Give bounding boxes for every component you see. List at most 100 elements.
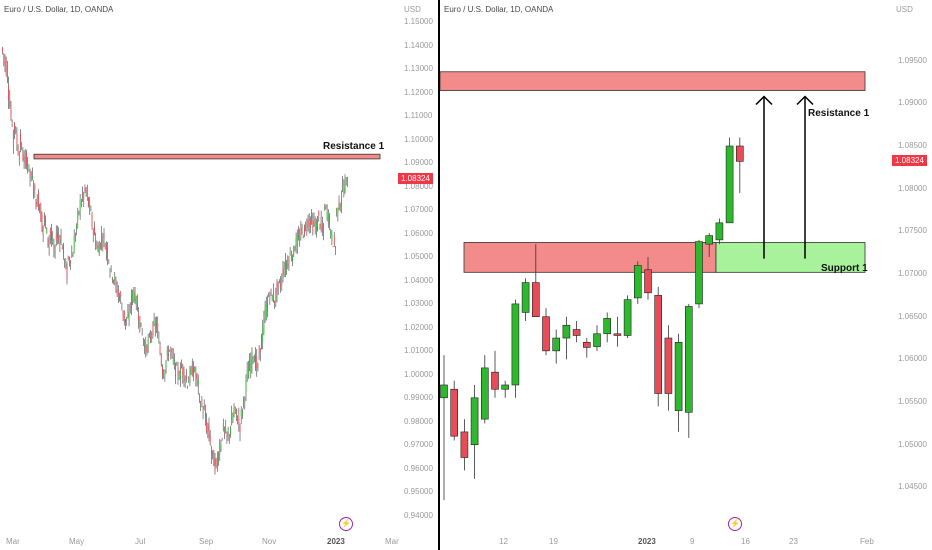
candle-body xyxy=(470,397,479,446)
candle-body xyxy=(78,211,80,214)
y-tick-label: 1.05000 xyxy=(898,439,927,449)
candle-body xyxy=(108,260,110,262)
candle-body xyxy=(16,134,18,145)
candle-body xyxy=(59,239,61,243)
candle-body xyxy=(603,318,611,335)
y-tick-label: 1.08000 xyxy=(404,181,433,191)
candle-body xyxy=(110,266,112,270)
x-tick-label: Mar xyxy=(385,537,399,546)
lightning-icon[interactable]: ⚡ xyxy=(728,517,742,531)
candle-body xyxy=(152,324,154,336)
candle-body xyxy=(79,199,81,211)
y-tick-label: 1.00000 xyxy=(404,369,433,379)
candle-body xyxy=(269,296,271,298)
x-tick-label: 9 xyxy=(690,537,695,546)
candle-body xyxy=(116,288,118,295)
candle-body xyxy=(189,369,191,383)
y-tick-label: 1.01000 xyxy=(404,346,433,356)
y-tick-label: 1.02000 xyxy=(404,322,433,332)
candle-body xyxy=(725,145,734,224)
candle-body xyxy=(345,176,347,178)
candle-body xyxy=(209,434,211,445)
candle-body xyxy=(28,164,30,169)
candle-body xyxy=(245,379,247,393)
candle-body xyxy=(511,303,520,386)
candle-body xyxy=(309,220,311,226)
candle-body xyxy=(35,199,37,210)
candle-body xyxy=(135,297,137,304)
candle-body xyxy=(685,306,693,413)
candle-body xyxy=(332,246,334,248)
candle-body xyxy=(206,420,208,432)
candle-body xyxy=(24,156,26,163)
candle-body xyxy=(107,248,109,259)
candle-body xyxy=(63,243,64,257)
candle-body xyxy=(552,337,560,352)
candle-body xyxy=(268,295,270,297)
candle-body xyxy=(331,234,333,242)
x-tick-label: Nov xyxy=(262,537,277,546)
candle-body xyxy=(664,337,673,394)
candle-body xyxy=(261,334,262,350)
candle-body xyxy=(193,366,194,376)
candle-body xyxy=(231,414,233,426)
candle-body xyxy=(219,445,221,456)
candle-body xyxy=(57,232,58,238)
candle-body xyxy=(196,373,198,380)
candle-body xyxy=(175,363,177,379)
candle-body xyxy=(68,260,70,262)
candle-body xyxy=(181,365,182,368)
candle-body xyxy=(267,300,268,313)
candle-body xyxy=(480,367,489,420)
candle-body xyxy=(70,260,72,263)
candle-body xyxy=(60,235,62,244)
candle-body xyxy=(173,360,175,364)
candle-body xyxy=(184,379,186,381)
candle-body xyxy=(4,56,6,65)
y-tick-label: 1.07000 xyxy=(898,269,927,279)
candle-body xyxy=(80,201,82,206)
resistance-label: Resistance 1 xyxy=(323,141,385,152)
candle-body xyxy=(187,386,188,388)
candle-body xyxy=(501,384,510,390)
candle-body xyxy=(72,255,74,257)
candle-body xyxy=(213,450,215,466)
candle-body xyxy=(21,146,23,147)
candle-body xyxy=(36,202,38,206)
candle-body xyxy=(194,367,196,371)
candle-body xyxy=(210,450,212,456)
candle-body xyxy=(583,342,591,348)
lightning-icon[interactable]: ⚡ xyxy=(339,517,353,531)
y-tick-label: 1.08000 xyxy=(898,183,927,193)
candle-body xyxy=(199,395,200,396)
candle-body xyxy=(237,421,239,424)
candle-body xyxy=(305,226,307,227)
candle-body xyxy=(312,220,314,232)
candle-body xyxy=(307,219,309,229)
candle-body xyxy=(326,212,328,218)
candle-body xyxy=(76,225,77,230)
last-price-tag: 1.08324 xyxy=(398,173,433,185)
candle-body xyxy=(532,282,540,318)
x-tick-label: 12 xyxy=(499,537,508,546)
candle-body xyxy=(46,227,48,234)
candle-body xyxy=(319,224,321,228)
candle-body xyxy=(221,438,223,439)
candle-body xyxy=(735,145,744,162)
y-tick-label: 1.06000 xyxy=(404,228,433,238)
candle-body xyxy=(121,309,123,311)
candle-body xyxy=(158,340,160,343)
candle-body xyxy=(623,299,632,336)
candle-body xyxy=(22,154,24,161)
candle-body xyxy=(330,230,332,237)
candle-body xyxy=(131,294,132,310)
candle-body xyxy=(94,226,95,235)
candle-body xyxy=(311,213,313,218)
candle-body xyxy=(133,291,135,301)
candle-body xyxy=(258,353,260,355)
candle-body xyxy=(11,123,13,125)
y-tick-label: 1.10000 xyxy=(404,134,433,144)
candle-body xyxy=(338,200,340,209)
candle-body xyxy=(140,322,142,327)
candle-body xyxy=(300,227,302,236)
